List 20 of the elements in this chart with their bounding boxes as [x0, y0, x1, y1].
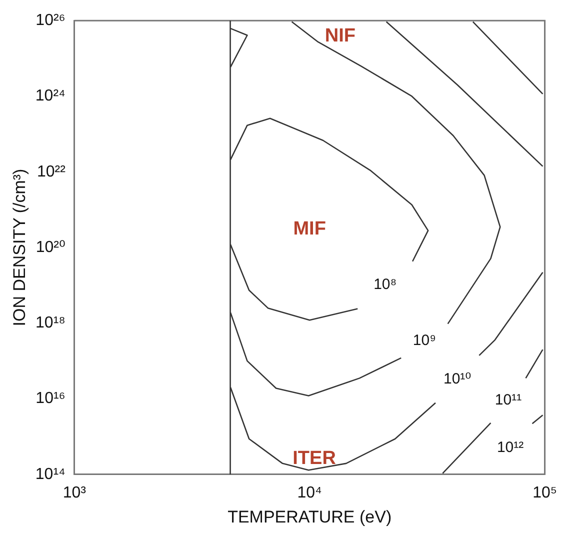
y-tick-label: 10¹⁸: [36, 314, 66, 332]
series-label: 10¹⁰: [443, 370, 472, 388]
y-tick-label: 10¹⁶: [36, 390, 66, 408]
series-label: 10⁸: [374, 276, 397, 294]
x-tick-label: 10⁴: [297, 484, 322, 502]
y-tick-label: 10²⁴: [35, 88, 66, 105]
annotation: ITER: [292, 448, 336, 469]
annotation: NIF: [324, 26, 356, 47]
series-label: 10¹²: [496, 438, 524, 456]
annotation: MIF: [293, 218, 326, 240]
y-tick-label: 10²⁰: [36, 238, 66, 256]
x-tick-label: 10³: [62, 484, 87, 502]
y-tick-label: 10²²: [36, 163, 66, 180]
series-label: 10¹¹: [494, 392, 522, 409]
y-axis-title: ION DENSITY (/cm³): [10, 168, 29, 326]
x-axis-title: TEMPERATURE (eV): [228, 507, 392, 526]
x-tick-label: 10⁵: [532, 484, 558, 502]
y-tick-label: 10¹⁴: [35, 466, 66, 483]
y-tick-label: 10²⁶: [36, 12, 66, 30]
series-label: 10⁹: [412, 332, 436, 350]
